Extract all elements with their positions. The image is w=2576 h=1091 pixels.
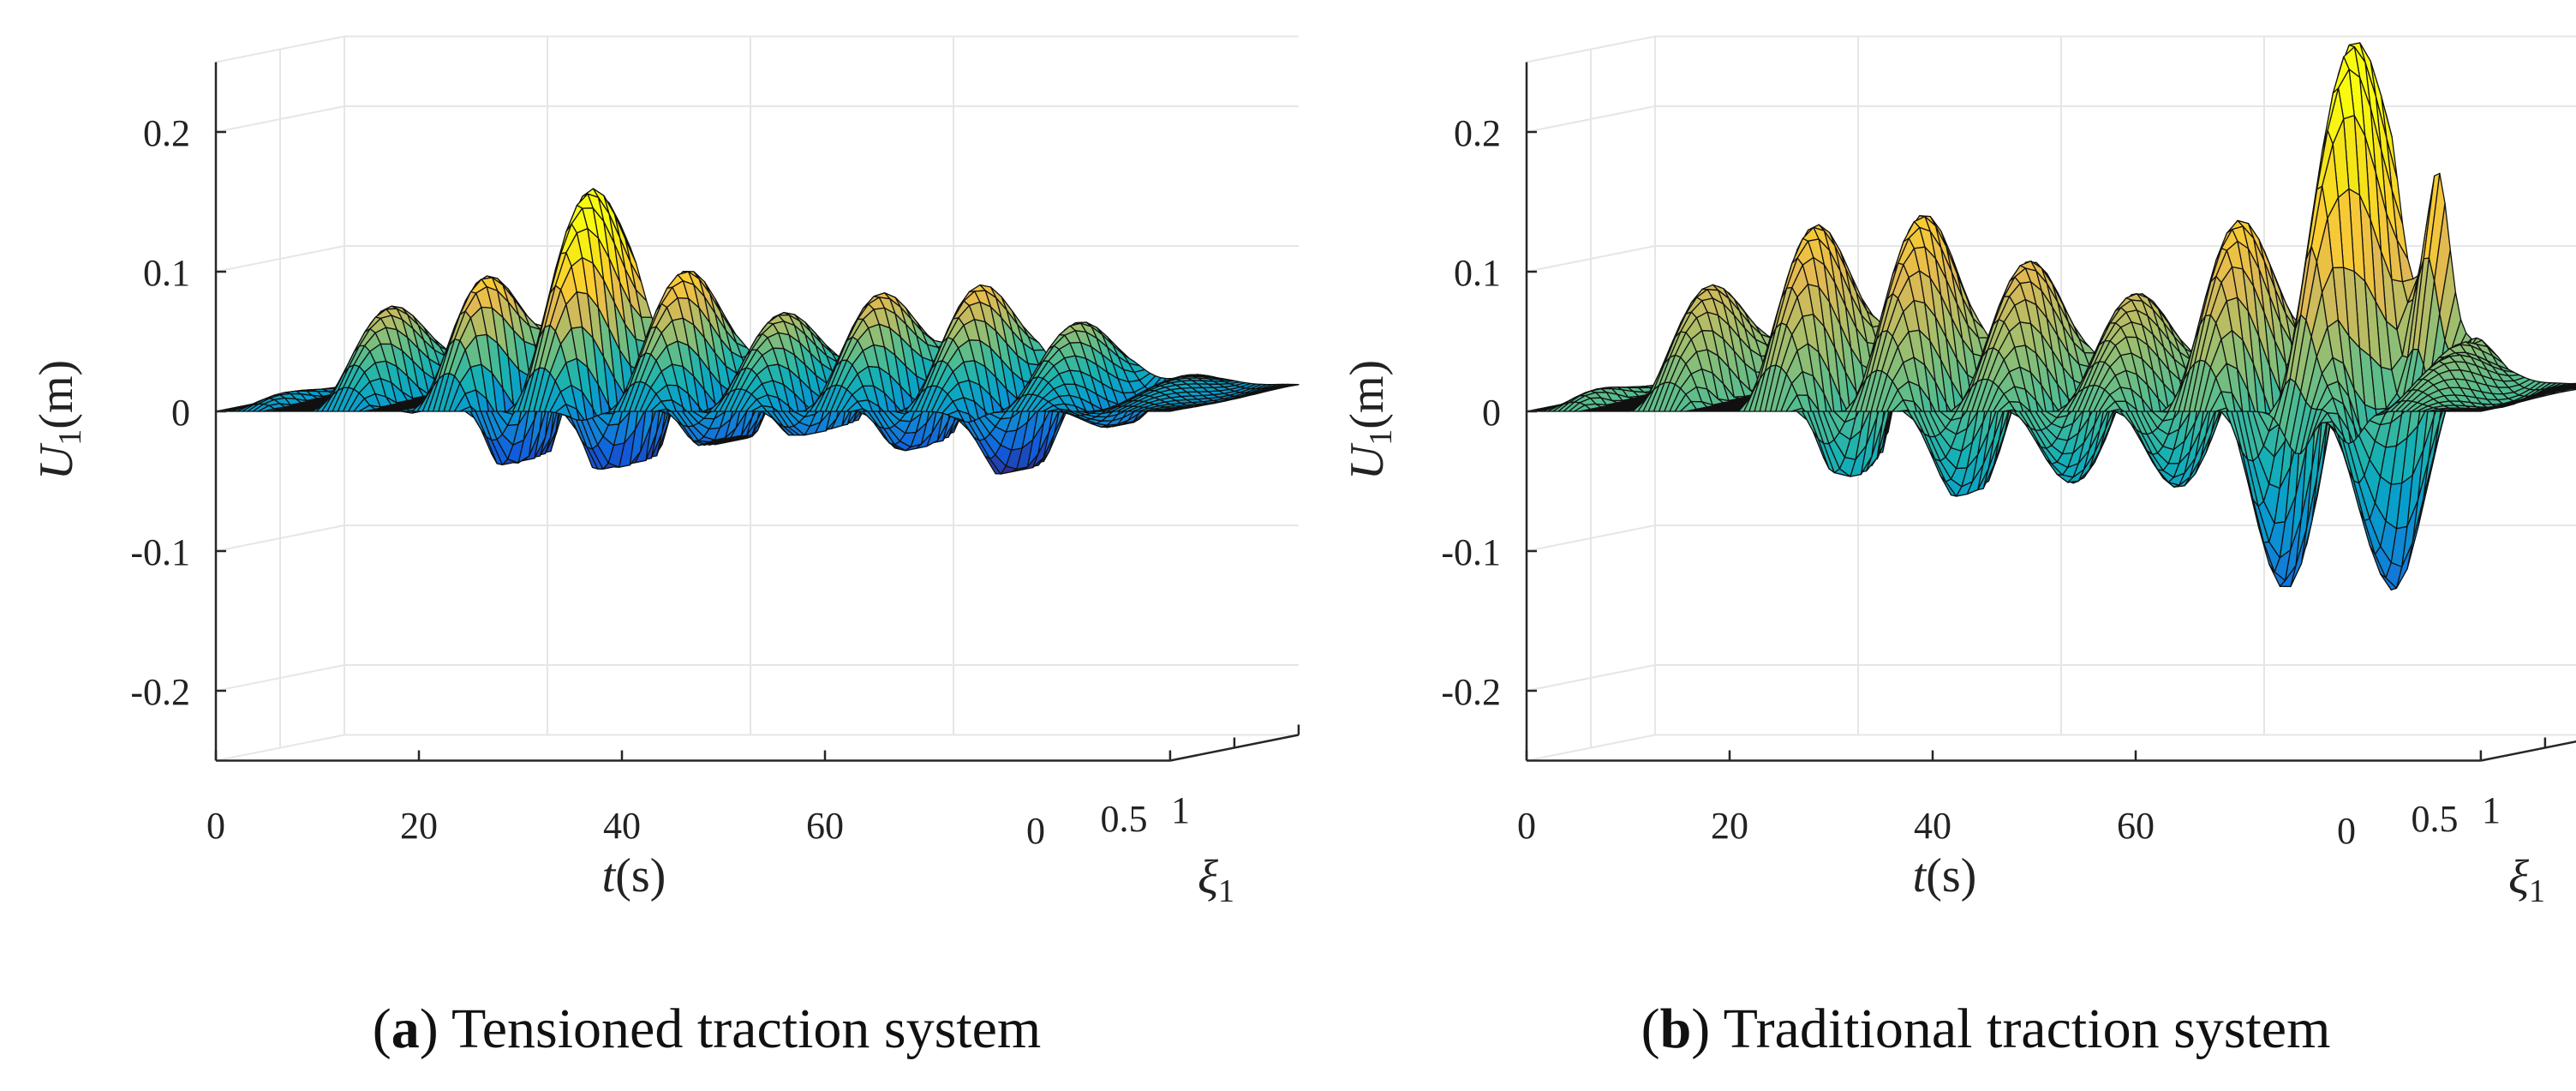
panel-b-z-tick-label: 0.1 [1454, 252, 1501, 294]
panel-b-z-tick-label: -0.2 [1441, 671, 1501, 713]
panel-a-z-tick-label: 0.1 [143, 252, 190, 294]
panel-a-z-tick-label: -0.1 [130, 531, 190, 573]
panel-a-x-tick-label: 40 [603, 805, 641, 847]
panel-b-surface [1526, 42, 2576, 590]
panel-a-x-tick-label: 60 [806, 805, 844, 847]
panel-b-x-tick-label: 60 [2117, 805, 2155, 847]
panel-b-z-tick-label: 0.2 [1454, 112, 1501, 154]
panel-b-xi-axis-line [2480, 740, 2576, 762]
panel-a-z-tick-label: 0 [171, 392, 190, 434]
panel-b-x-tick-label: 20 [1711, 805, 1748, 847]
panel-b-x-tick-label: 0 [1517, 805, 1536, 847]
panel-b-x-axis-label: t(s) [1913, 849, 1977, 902]
panel-a-xi-tick-label: 0 [1026, 810, 1045, 852]
panel-b-caption: (b) Traditional traction system [1641, 998, 2331, 1060]
panel-a-surface-patch [1164, 408, 1182, 412]
panel-a-xi-tick-label: 1 [1171, 789, 1190, 831]
panel-a-x-axis-label: t(s) [602, 849, 666, 902]
panel-a-x-tick-label: 0 [206, 805, 225, 847]
panel-a-z-tick-label: 0.2 [143, 112, 190, 154]
panel-b-z-tick-label: -0.1 [1441, 531, 1501, 573]
panel-a-x-tick-label: 20 [400, 805, 438, 847]
panel-a-surface [215, 188, 1300, 475]
panel-a-caption: (a) Tensioned traction system [373, 998, 1042, 1060]
panel-a-z-axis-label: U1(m) [30, 360, 88, 480]
panel-b-z-tick-label: 0 [1482, 392, 1501, 434]
panel-b-xi-axis-label: ξ1 [2508, 851, 2545, 909]
panel-b-xi-tick-label: 1 [2482, 789, 2501, 831]
panel-b-xi-tick-label: 0.5 [2412, 798, 2459, 840]
panel-b-z-axis-label: U1(m) [1341, 360, 1399, 480]
panel-b-x-tick-label: 40 [1914, 805, 1951, 847]
panel-b: 0.2 0.1 0 -0.1 -0.2 0 20 40 60 0 0.5 1 t… [1341, 35, 2576, 1060]
panel-a-z-tick-label: -0.2 [130, 671, 190, 713]
panel-b-surface-patch [2475, 408, 2493, 412]
panel-a: 0.2 0.1 0 -0.1 -0.2 0 20 40 60 0 0.5 1 t… [30, 35, 1300, 1060]
panel-b-axes [1525, 62, 2576, 762]
panel-a-xi-tick-label: 0.5 [1101, 798, 1148, 840]
panel-a-axes [214, 62, 1300, 762]
panel-a-xi-axis-label: ξ1 [1198, 851, 1234, 909]
panel-b-xi-tick-label: 0 [2337, 810, 2356, 852]
